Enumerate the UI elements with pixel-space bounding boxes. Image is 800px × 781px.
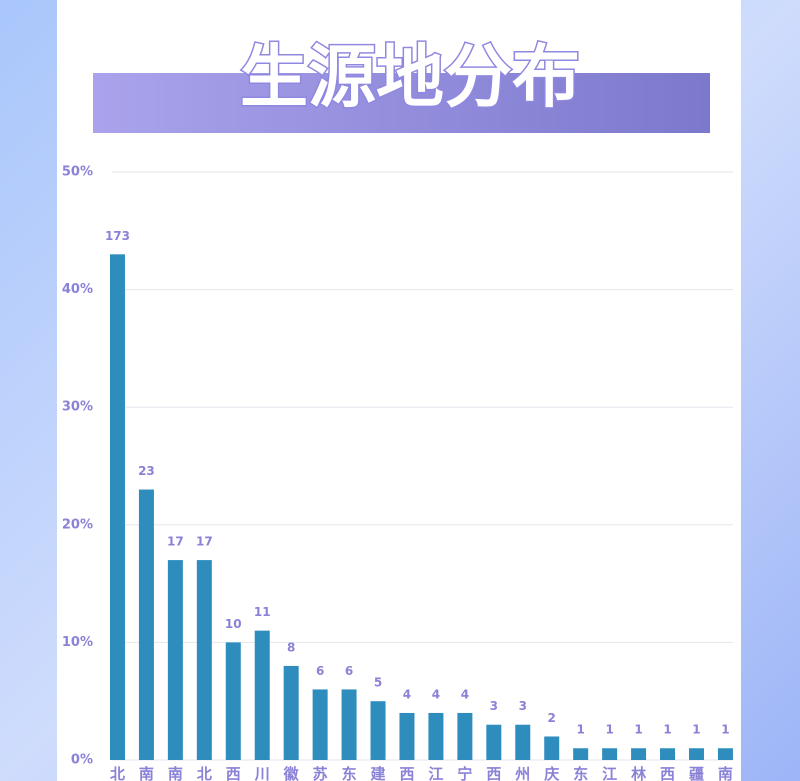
data-label: 6 (345, 664, 353, 678)
data-label: 6 (316, 664, 324, 678)
x-tick-label: 西 (399, 765, 414, 781)
bar (457, 712, 473, 760)
data-label: 3 (519, 699, 527, 713)
data-label: 11 (254, 605, 271, 619)
x-tick-label: 西 (226, 765, 241, 781)
bar (660, 748, 676, 760)
data-label: 17 (167, 535, 184, 549)
title-banner (93, 73, 710, 133)
bar (486, 724, 502, 760)
y-tick-label: 40% (62, 282, 93, 297)
bar (225, 642, 241, 760)
data-label: 3 (490, 699, 498, 713)
y-tick-label: 10% (62, 635, 93, 650)
x-tick-label: 北 (197, 765, 212, 781)
bar (399, 712, 415, 760)
bar (688, 748, 704, 760)
bar (544, 736, 560, 760)
data-label: 4 (403, 687, 411, 701)
x-tick-label: 南 (718, 765, 733, 781)
data-label: 17 (196, 535, 213, 549)
y-tick-label: 50% (62, 165, 93, 180)
data-label: 1 (576, 723, 584, 737)
bar (631, 748, 647, 760)
bar (370, 701, 386, 760)
y-tick-label: 20% (62, 517, 93, 532)
bar (254, 630, 270, 760)
bar (167, 560, 183, 760)
x-tick-label: 川 (254, 765, 270, 781)
y-tick-label: 30% (62, 400, 93, 415)
x-tick-label: 州 (514, 765, 530, 781)
x-tick-label: 东 (342, 765, 357, 781)
bar (428, 712, 444, 760)
bar (138, 489, 154, 760)
data-label: 1 (692, 723, 700, 737)
x-tick-label: 南 (139, 765, 154, 781)
data-label: 1 (721, 723, 729, 737)
data-label: 1 (605, 723, 613, 737)
bar (341, 689, 357, 760)
bar (109, 254, 125, 760)
bar (196, 560, 212, 760)
x-tick-label: 疆 (689, 765, 704, 781)
bar (573, 748, 589, 760)
data-label: 2 (548, 711, 556, 725)
bar (312, 689, 328, 760)
data-label: 8 (287, 640, 295, 654)
x-tick-label: 西 (486, 765, 501, 781)
x-tick-label: 宁 (457, 765, 472, 781)
y-tick-label: 0% (71, 753, 93, 768)
data-label: 1 (663, 723, 671, 737)
data-label: 1 (634, 723, 642, 737)
data-label: 173 (105, 229, 130, 243)
x-tick-label: 徽 (283, 765, 300, 781)
data-label: 5 (374, 676, 382, 690)
x-tick-label: 江 (602, 765, 617, 781)
x-tick-label: 庆 (544, 765, 559, 781)
x-tick-label: 江 (428, 765, 443, 781)
bar (717, 748, 733, 760)
chart-title: 生源地分布 (240, 39, 580, 118)
x-tick-label: 东 (573, 765, 588, 781)
x-tick-label: 西 (660, 765, 675, 781)
x-tick-label: 林 (631, 765, 647, 781)
data-label: 23 (138, 464, 155, 478)
bar (602, 748, 618, 760)
data-label: 4 (432, 687, 440, 701)
bar (283, 665, 299, 760)
x-tick-label: 苏 (313, 765, 328, 781)
bar (515, 724, 531, 760)
data-label: 10 (225, 617, 242, 631)
x-tick-label: 建 (371, 765, 387, 781)
data-label: 4 (461, 687, 469, 701)
x-tick-label: 南 (168, 765, 183, 781)
x-tick-label: 北 (110, 765, 125, 781)
